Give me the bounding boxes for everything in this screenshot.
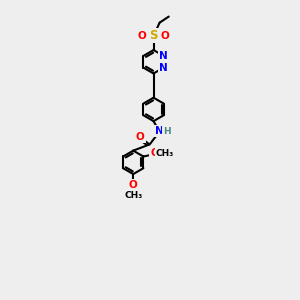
Text: CH₃: CH₃ bbox=[124, 191, 142, 200]
Text: O: O bbox=[136, 132, 145, 142]
Text: O: O bbox=[129, 180, 138, 190]
Text: S: S bbox=[149, 29, 158, 42]
Text: CH₃: CH₃ bbox=[156, 149, 174, 158]
Text: O: O bbox=[150, 148, 159, 158]
Text: O: O bbox=[160, 31, 169, 41]
Text: N: N bbox=[159, 51, 168, 61]
Text: N: N bbox=[159, 63, 168, 73]
Text: N: N bbox=[155, 126, 164, 136]
Text: H: H bbox=[163, 127, 171, 136]
Text: O: O bbox=[138, 31, 147, 41]
